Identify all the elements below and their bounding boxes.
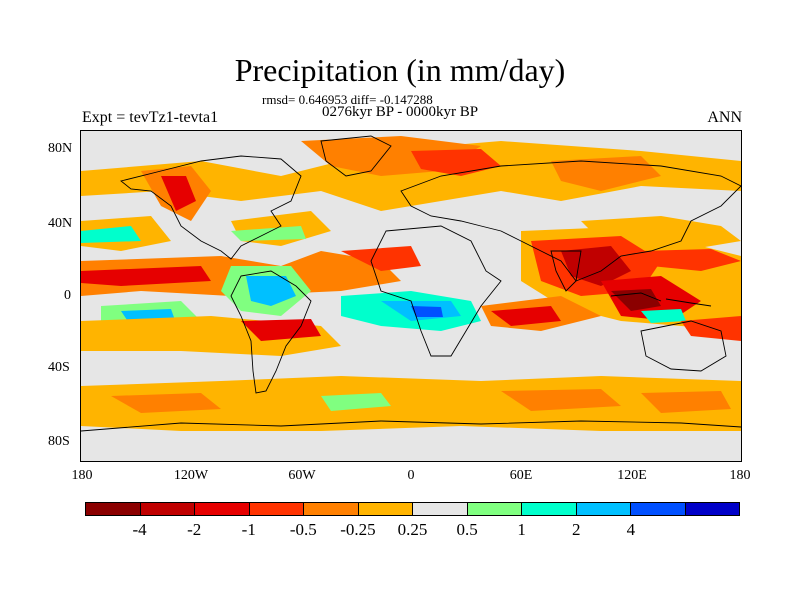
colorbar-segment — [304, 503, 359, 515]
lon-label-0: 0 — [407, 468, 415, 483]
lon-label-120w: 120W — [173, 468, 209, 483]
colorbar-segment — [467, 503, 522, 515]
colorbar — [85, 502, 740, 516]
season-label: ANN — [707, 109, 742, 126]
colorbar-segment — [86, 503, 141, 515]
colorbar-segment — [195, 503, 250, 515]
lat-label-80s: 80S — [48, 434, 70, 449]
colorbar-segment — [358, 503, 413, 515]
precipitation-map — [80, 130, 742, 462]
lat-label-0: 0 — [64, 288, 71, 303]
colorbar-label: 4 — [626, 520, 636, 539]
colorbar-label: 0.25 — [397, 520, 428, 539]
time-period: 0276kyr BP - 0000kyr BP — [322, 104, 479, 120]
lon-label-60e: 60E — [509, 468, 533, 483]
experiment-label: Expt = tevTz1-tevta1 — [82, 109, 219, 126]
colorbar-segment — [522, 503, 577, 515]
colorbar-segment — [413, 503, 468, 515]
lon-label-180e: 180 — [729, 468, 751, 483]
colorbar-segment — [576, 503, 631, 515]
lon-label-180w: 180 — [71, 468, 93, 483]
lon-label-120e: 120E — [617, 468, 647, 483]
colorbar-label: -4 — [132, 520, 147, 539]
colorbar-label: -2 — [187, 520, 202, 539]
colorbar-label: -0.5 — [289, 520, 317, 539]
rmsd-diff-stats: rmsd= 0.646953 diff= -0.147288 — [262, 92, 433, 107]
colorbar-segment — [140, 503, 195, 515]
colorbar-label: -1 — [241, 520, 256, 539]
colorbar-segment — [631, 503, 686, 515]
colorbar-label: 2 — [572, 520, 581, 539]
coastlines — [81, 135, 741, 432]
colorbar-label: 1 — [517, 520, 526, 539]
map-field — [81, 135, 741, 432]
colorbar-segment — [685, 503, 739, 515]
colorbar-label: -0.25 — [340, 520, 376, 539]
lon-label-60w: 60W — [288, 468, 316, 483]
colorbar-label: 0.5 — [456, 520, 478, 539]
lat-label-80n: 80N — [48, 141, 73, 156]
anomaly-field — [81, 136, 741, 431]
colorbar-segment — [249, 503, 304, 515]
lat-label-40n: 40N — [48, 216, 73, 231]
lat-label-40s: 40S — [48, 360, 70, 375]
plot-title: Precipitation (in mm/day) — [234, 52, 566, 88]
